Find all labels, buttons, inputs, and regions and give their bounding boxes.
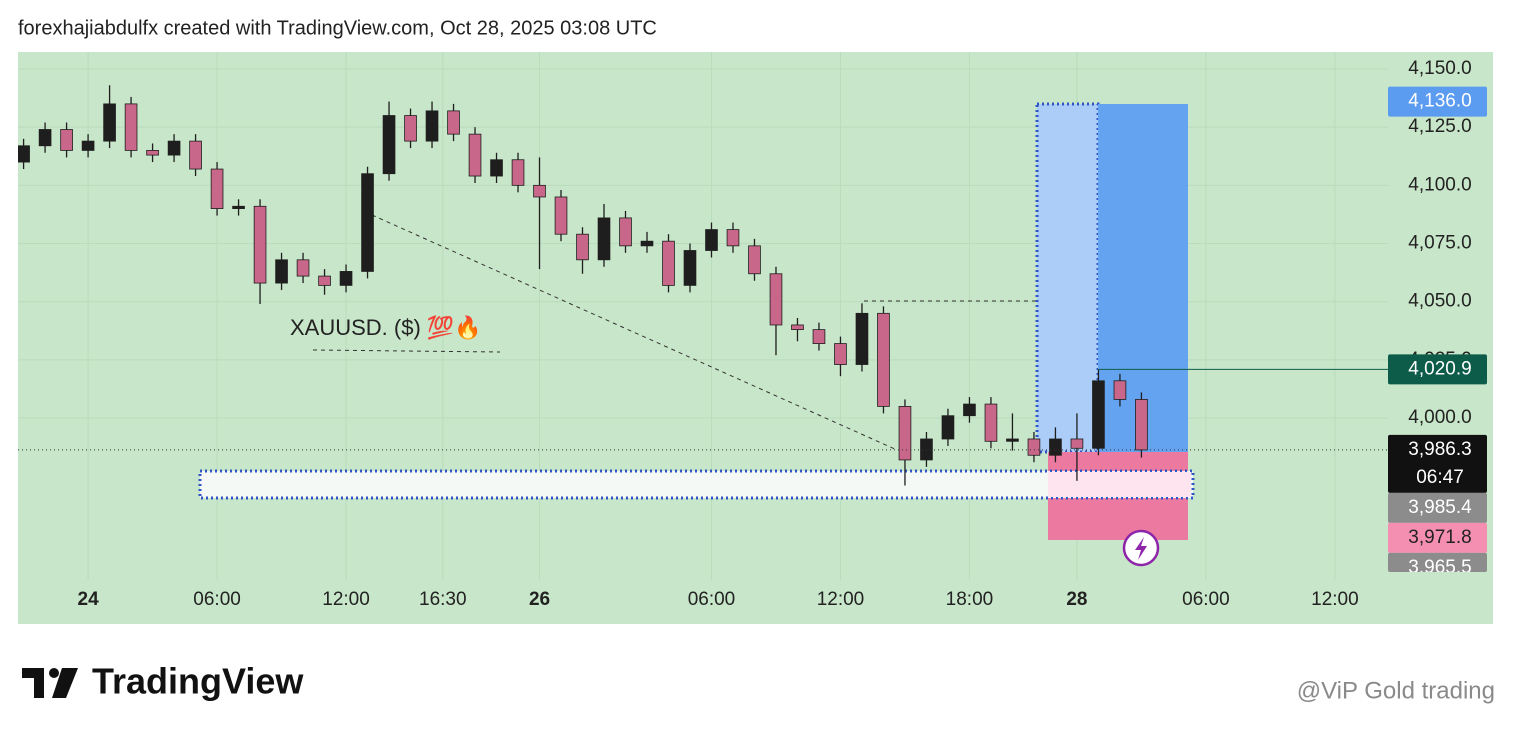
candle-body [1070,438,1084,449]
candle-body [296,259,310,277]
axes: 4,000.04,025.04,050.04,075.04,100.04,125… [18,58,1493,624]
candle-body [1027,438,1041,456]
candle-body [877,312,890,407]
x-tick-label: 06:00 [193,589,241,610]
candle-body [554,196,568,235]
drawings [198,102,1195,540]
candle-body [640,240,654,247]
candle-body [60,129,73,151]
candle-body [511,159,525,186]
candle-body [18,145,30,163]
candle-body [447,110,460,135]
countdown: 06:47 [1416,467,1464,488]
x-tick-label: 06:00 [1182,589,1230,610]
candle-body [1092,380,1105,449]
x-tick-label: 26 [529,589,550,610]
price-label-box [1388,434,1487,493]
y-tick-label: 4,100.0 [1408,174,1471,195]
candle-body [404,115,417,142]
x-tick-label: 12:00 [817,589,865,610]
x-tick-label: 18:00 [946,589,994,610]
y-tick-label: 4,150.0 [1408,58,1471,79]
price-label-box [1388,86,1487,117]
candles [18,85,1148,486]
candle-body [726,229,740,247]
price-label: 3,985.4 [1408,497,1472,518]
candle-body [812,329,826,344]
candle-body [576,233,589,261]
candle-body [619,217,632,247]
watermark: @ViP Gold trading [1297,677,1495,704]
candle-body [253,205,267,284]
candle-body [81,140,95,151]
candle-body [189,140,202,170]
candle-body [425,110,439,142]
candle-body [339,271,353,286]
candle-body [275,259,288,284]
candle-body [146,150,159,156]
chart-background [18,52,1493,624]
candle-body [361,173,374,272]
candle-body [769,273,783,326]
candle-body [597,217,611,261]
candle-body [963,403,976,417]
header: forexhajiabdulfx created with TradingVie… [18,17,657,39]
candle-body [232,205,245,210]
candle-body [1113,380,1127,400]
alert-icon[interactable] [1122,529,1160,567]
position-box [1035,102,1100,454]
y-tick-label: 4,050.0 [1408,291,1471,312]
price-label-box [1388,552,1487,572]
x-tick-label: 16:30 [419,589,467,610]
y-tick-label: 4,075.0 [1408,233,1471,254]
candle-body [683,250,697,286]
candle-body [855,312,869,365]
candle-body [1135,399,1148,451]
candle-body [662,240,675,286]
candle-body [167,140,181,156]
candle-body [941,415,955,440]
y-tick-label: 4,000.0 [1408,407,1471,428]
x-tick-label: 28 [1066,589,1087,610]
candle-body [533,184,546,198]
candle-body [490,159,503,177]
candle-body [834,343,847,365]
price-label: 3,986.3 [1408,439,1471,460]
candle-body [318,275,331,286]
target-zone [1098,104,1188,452]
price-label: 3,971.8 [1408,527,1471,548]
candle-body [705,229,718,251]
candle-body [1006,438,1019,442]
x-tick-label: 06:00 [688,589,736,610]
candle-body [124,103,138,151]
zone-box [198,469,1195,500]
y-tick-label: 4,125.0 [1408,116,1471,137]
price-label-box [1388,492,1487,523]
candle-body [103,103,116,142]
annotation: XAUUSD. ($) 💯🔥 [290,315,482,340]
candle-body [748,245,761,275]
price-label: 4,136.0 [1408,91,1471,112]
underline [312,349,501,353]
axis-cover [1388,572,1493,624]
candle-body [1049,438,1062,456]
logo-mark [22,668,78,698]
x-tick-label: 12:00 [1311,589,1359,610]
candle-body [898,406,912,461]
candle-body [382,115,396,175]
zone-overlap [1048,472,1191,497]
price-label: 4,020.9 [1408,358,1471,379]
candle-body [984,403,998,442]
x-tick-label: 24 [78,589,100,610]
candle-body [210,168,224,210]
x-tick-label: 12:00 [322,589,370,610]
candle-body [38,129,52,147]
price-label-box [1388,522,1487,553]
candle-body [468,133,482,177]
price-label-box [1388,354,1487,385]
logo: TradingView [92,661,304,702]
candle-body [791,324,804,331]
